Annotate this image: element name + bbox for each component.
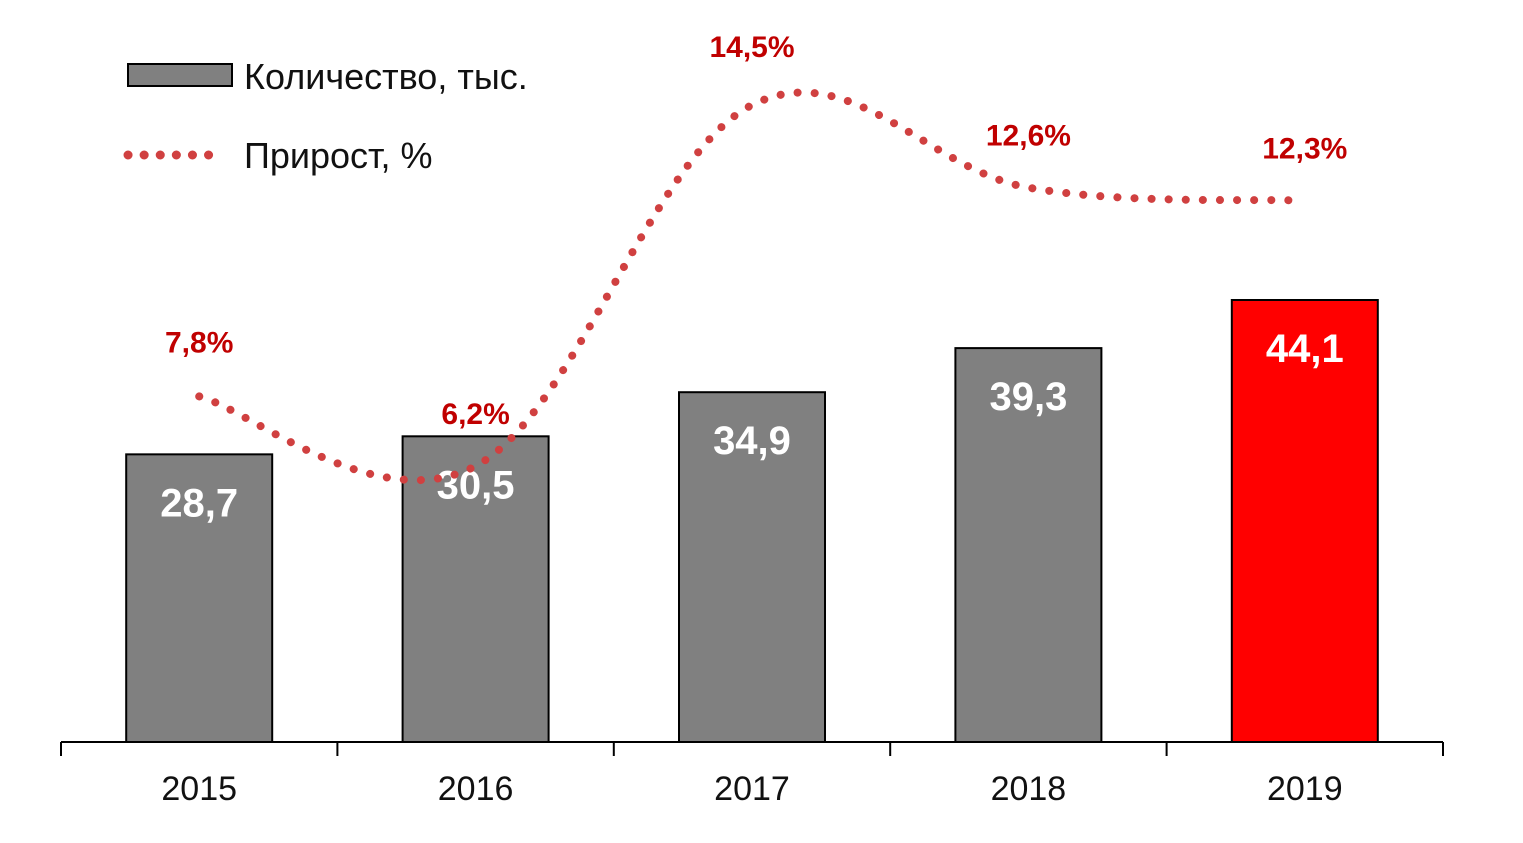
growth-label-2019: 12,3% <box>1262 133 1347 166</box>
legend: Количество, тыс. Прирост, % <box>123 56 528 176</box>
bar-value-label-2018: 39,3 <box>989 375 1067 419</box>
bar-2019 <box>1230 299 1379 743</box>
x-tick-label-2018: 2018 <box>991 770 1067 808</box>
x-tick-label-2017: 2017 <box>714 770 790 808</box>
bar-value-label-2015: 28,7 <box>160 481 238 525</box>
x-tick-label-2015: 2015 <box>161 770 237 808</box>
x-tick-label-2016: 2016 <box>438 770 514 808</box>
bar-2018 <box>954 347 1103 743</box>
growth-line-layer: 7,8% 6,2% 14,5% 12,6% 12,3% <box>165 31 1347 485</box>
legend-swatch-bars <box>127 63 233 87</box>
growth-label-2018: 12,6% <box>986 120 1071 153</box>
bar-value-label-2017: 34,9 <box>713 419 791 463</box>
growth-label-2017: 14,5% <box>709 31 794 64</box>
legend-label-bars: Количество, тыс. <box>244 56 528 97</box>
bar-2016 <box>401 435 550 743</box>
legend-label-line: Прирост, % <box>244 135 433 176</box>
bar-value-label-2019: 44,1 <box>1266 327 1344 371</box>
growth-label-2015: 7,8% <box>165 326 233 359</box>
x-tick-label-2019: 2019 <box>1267 770 1343 808</box>
growth-label-2016: 6,2% <box>441 398 509 431</box>
x-axis: 2015 2016 2017 2018 2019 <box>60 741 1444 808</box>
bars-layer: 28,7 30,5 34,9 39,3 44,1 <box>125 299 1379 743</box>
bar-value-label-2016: 30,5 <box>437 463 515 507</box>
